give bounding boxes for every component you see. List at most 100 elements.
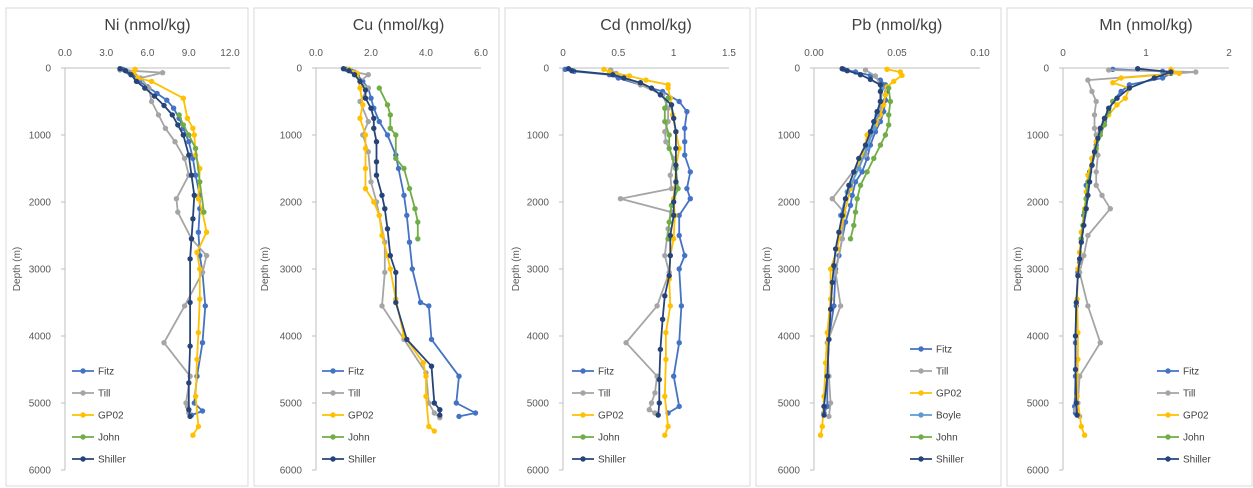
data-point (362, 145, 369, 152)
legend-swatch-marker (918, 368, 924, 374)
data-point (181, 303, 188, 309)
data-point (1086, 179, 1093, 185)
data-point (656, 400, 662, 406)
data-point (648, 85, 655, 91)
data-point (872, 73, 879, 79)
series-shiller (1072, 66, 1174, 418)
data-point (415, 236, 421, 242)
data-point (1085, 192, 1091, 198)
legend-item-shiller: Shiller (910, 455, 964, 466)
data-point (431, 428, 437, 434)
x-tick-label: 2.0 (364, 48, 378, 59)
y-tick-label: 3000 (1027, 265, 1050, 276)
data-point (673, 162, 679, 168)
y-tick-label: 0 (543, 64, 549, 75)
legend-label: John (1183, 433, 1205, 444)
data-point (829, 196, 835, 202)
data-point (1093, 98, 1099, 105)
data-point (472, 410, 479, 416)
data-point (195, 229, 202, 235)
data-point (1101, 115, 1108, 122)
data-point (456, 373, 462, 379)
data-point (1122, 95, 1129, 101)
data-point (186, 132, 192, 138)
data-point (1089, 88, 1095, 95)
data-point (192, 145, 199, 152)
data-point (852, 179, 859, 185)
legend-item-gp02: GP02 (72, 411, 124, 422)
data-point (682, 152, 688, 158)
y-tick-label: 2000 (280, 198, 303, 209)
data-point (420, 360, 426, 366)
data-point (887, 98, 894, 105)
chart-panel-2: Cu (nmol/kg) 0.0 2.0 4.0 6.0 0 1000 2000 3000 400… (253, 7, 500, 487)
legend-item-till: Till (72, 389, 110, 400)
data-point (188, 236, 195, 242)
data-point (379, 232, 385, 239)
x-tick-label: 12.0 (220, 48, 240, 59)
data-point (666, 219, 672, 225)
legend-swatch-marker (330, 434, 336, 440)
data-point (148, 78, 155, 85)
data-point (202, 303, 208, 309)
legend-swatch-marker (918, 412, 924, 418)
data-point (663, 329, 669, 336)
data-point (176, 112, 182, 118)
data-point (662, 293, 668, 299)
data-point (821, 403, 827, 410)
data-point (1091, 112, 1098, 118)
chart-title: Pb (nmol/kg) (852, 17, 943, 34)
data-point (203, 252, 210, 259)
data-point (832, 246, 839, 252)
data-point (1168, 69, 1174, 75)
data-point (682, 139, 688, 145)
legend-item-till: Till (910, 367, 948, 378)
y-tick-label: 5000 (1027, 399, 1050, 410)
panel-frame (5, 7, 249, 487)
data-point (827, 400, 834, 406)
data-point (437, 412, 443, 418)
data-point (884, 66, 890, 73)
legend-label: Till (598, 389, 610, 400)
data-point (877, 98, 884, 105)
data-point (401, 192, 407, 198)
data-point (1114, 102, 1120, 108)
data-point (824, 373, 830, 379)
y-axis-label: Depth (m) (1013, 247, 1024, 291)
legend-swatch-marker (330, 390, 336, 396)
legend-label: Till (348, 389, 360, 400)
data-point (821, 412, 827, 418)
data-point (190, 432, 196, 438)
data-point (1106, 67, 1112, 73)
data-point (162, 125, 169, 131)
x-tick-label: 4.0 (419, 48, 433, 59)
legend-swatch-marker (580, 434, 586, 440)
legend-item-john: John (572, 433, 620, 444)
data-point (346, 68, 352, 74)
x-tick-label: 3.0 (99, 48, 113, 59)
y-tick-label: 0 (794, 64, 800, 75)
legend-label: Shiller (348, 455, 376, 466)
x-tick-label: 0.5 (611, 48, 625, 59)
series-shiller (117, 66, 197, 420)
data-point (1118, 75, 1124, 81)
data-point (617, 196, 624, 202)
legend-swatch-marker (80, 412, 86, 418)
data-point (676, 266, 682, 272)
panel-frame (504, 7, 751, 487)
data-point (362, 95, 369, 101)
legend-swatch-marker (580, 368, 586, 374)
data-point (871, 155, 877, 162)
legend-swatch-marker (580, 390, 586, 396)
data-point (877, 82, 884, 88)
data-point (191, 132, 197, 138)
data-point (652, 390, 658, 396)
data-point (1085, 232, 1091, 239)
y-tick-label: 1000 (778, 131, 801, 142)
data-point (827, 306, 834, 312)
chart-title: Ni (nmol/kg) (104, 17, 190, 34)
data-point (656, 376, 662, 383)
data-point (181, 155, 188, 162)
legend-item-john: John (322, 433, 370, 444)
y-tick-label: 6000 (778, 466, 801, 477)
